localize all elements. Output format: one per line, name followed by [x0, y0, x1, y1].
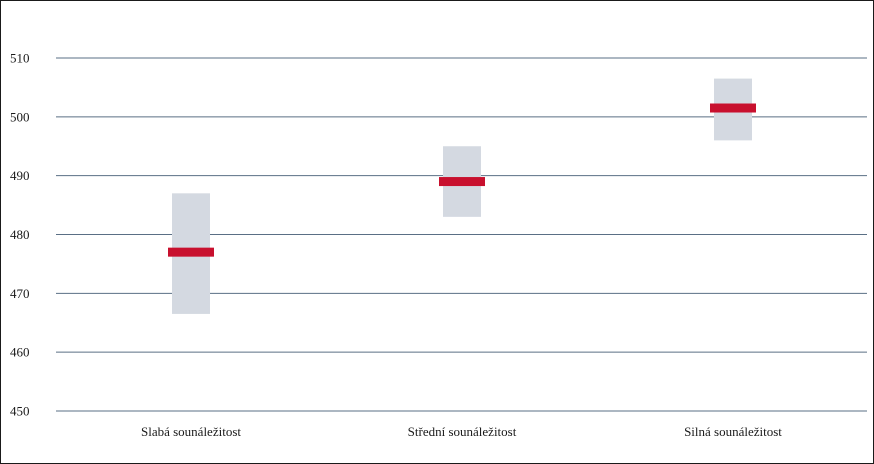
y-tick-label-470: 470 [10, 286, 30, 301]
mean-marker-2 [710, 103, 756, 113]
category-label-1: Střední sounáležitost [408, 424, 517, 439]
y-tick-label-480: 480 [10, 227, 30, 242]
category-label-2: Silná sounáležitost [684, 424, 782, 439]
mean-marker-1 [439, 177, 485, 187]
mean-markers [168, 103, 756, 257]
range-boxes [172, 78, 752, 314]
y-tick-label-450: 450 [10, 404, 30, 419]
x-axis-categories: Slabá sounáležitost Střední sounáležitost… [141, 424, 782, 439]
y-tick-label-490: 490 [10, 168, 30, 183]
y-axis-ticks: 450 460 470 480 490 500 510 [10, 51, 30, 419]
y-tick-label-500: 500 [10, 109, 30, 124]
category-label-0: Slabá sounáležitost [141, 424, 241, 439]
y-tick-label-510: 510 [10, 51, 30, 66]
y-tick-label-460: 460 [10, 345, 30, 360]
mean-marker-0 [168, 247, 214, 257]
